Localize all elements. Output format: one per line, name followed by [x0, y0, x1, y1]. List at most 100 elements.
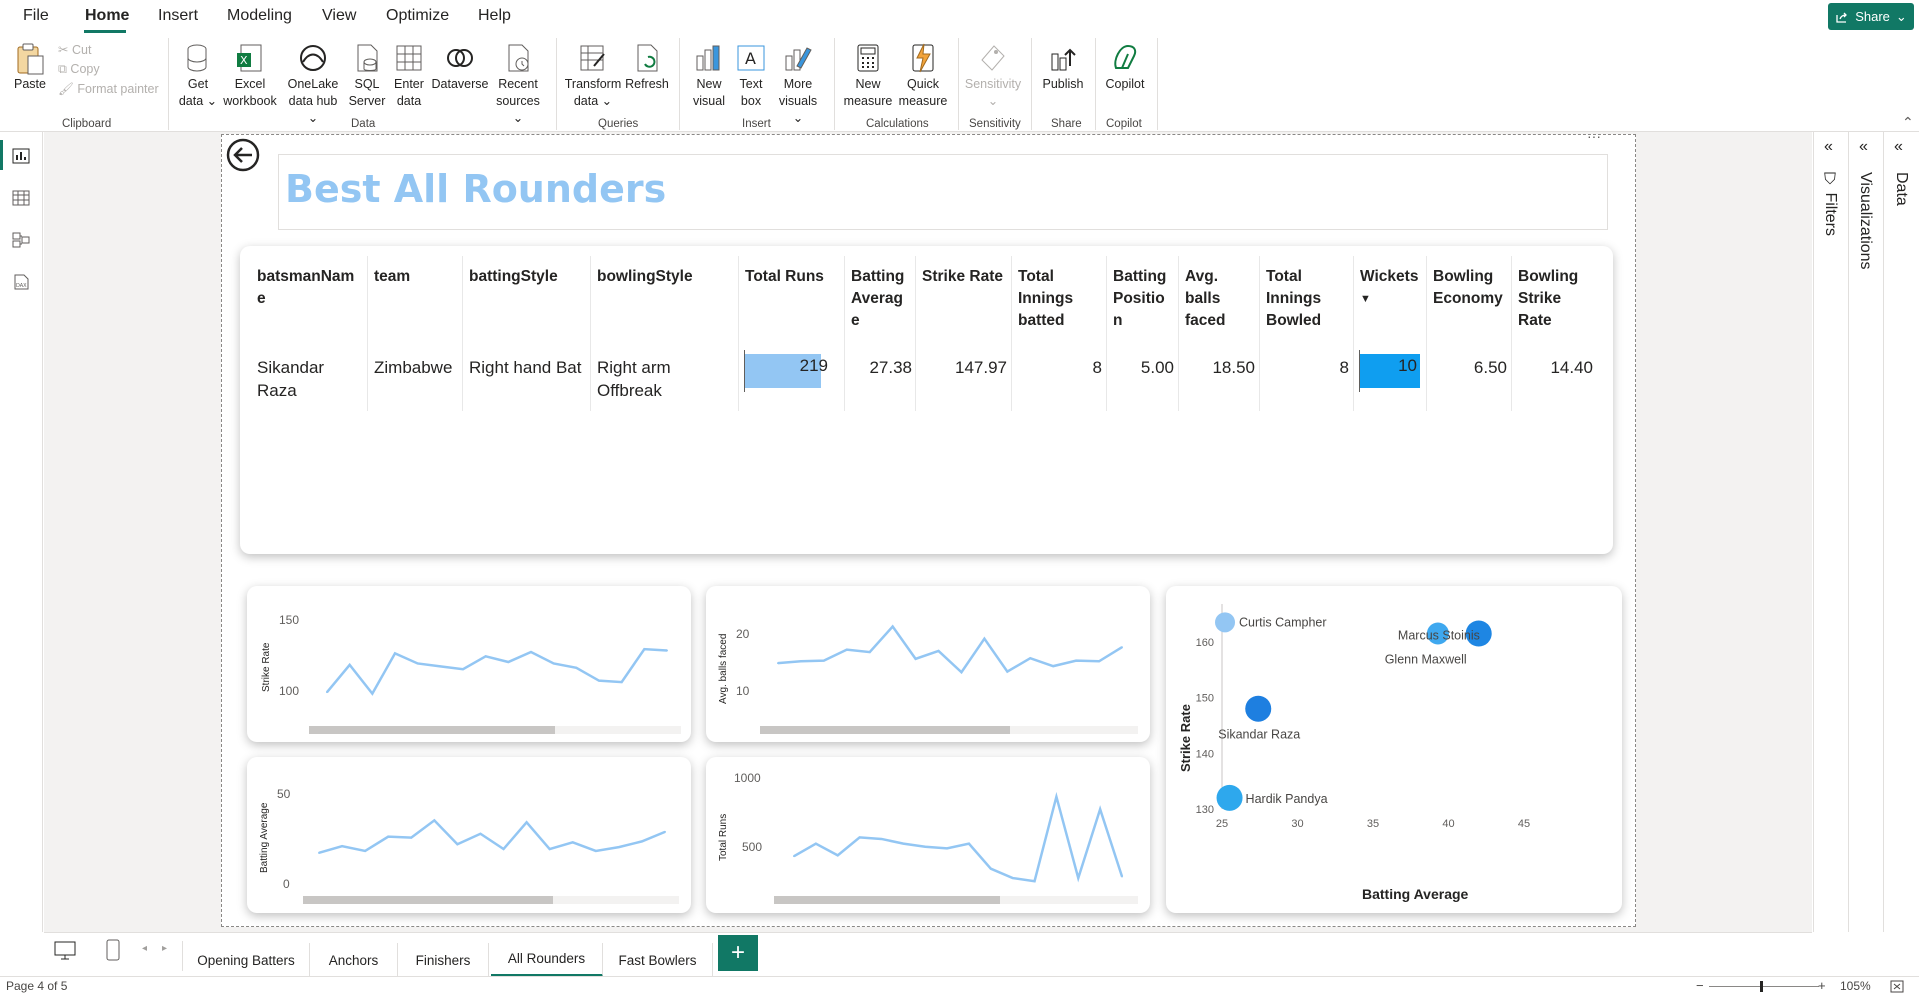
menu-modeling[interactable]: Modeling: [227, 7, 292, 24]
data-point[interactable]: [1055, 795, 1058, 798]
expand-visualizations-icon[interactable]: «: [1859, 138, 1868, 155]
scatter-point[interactable]: [1426, 622, 1449, 645]
data-point[interactable]: [836, 854, 839, 857]
model-view-icon[interactable]: [12, 232, 30, 248]
data-point[interactable]: [643, 648, 646, 651]
header-battingstyle[interactable]: battingStyle: [469, 268, 558, 285]
copy-button[interactable]: ⧉ Copy: [58, 62, 100, 76]
data-point[interactable]: [664, 830, 666, 833]
desktop-layout-icon[interactable]: [54, 941, 76, 961]
tab-anchors[interactable]: Anchors: [310, 943, 398, 977]
title-textbox[interactable]: Best All Rounders: [278, 154, 1608, 230]
data-point[interactable]: [891, 625, 894, 628]
data-point[interactable]: [548, 848, 551, 851]
data-point[interactable]: [1033, 880, 1036, 883]
menu-help[interactable]: Help: [478, 7, 511, 24]
data-point[interactable]: [371, 692, 374, 695]
zoom-in-icon[interactable]: +: [1818, 978, 1826, 993]
data-point[interactable]: [416, 662, 419, 665]
menu-file[interactable]: File: [23, 7, 49, 24]
data-point[interactable]: [525, 821, 528, 824]
header-team[interactable]: team: [374, 268, 411, 285]
scatter-point[interactable]: [1245, 695, 1272, 722]
publish-button[interactable]: Publish: [1038, 42, 1088, 93]
header-bowling-strike-rate[interactable]: Bowling Strike Rate: [1518, 268, 1579, 329]
header-bowlingstyle[interactable]: bowlingStyle: [597, 268, 693, 285]
data-point[interactable]: [598, 679, 600, 682]
avg-balls-faced-line-chart[interactable]: Avg. balls faced 20 10: [706, 586, 1150, 742]
header-strike-rate[interactable]: Strike Rate: [922, 268, 1003, 285]
scatter-point[interactable]: [1215, 612, 1236, 633]
refresh-button[interactable]: Refresh: [624, 42, 670, 93]
zoom-slider-thumb[interactable]: [1760, 981, 1763, 992]
header-avg-balls-faced[interactable]: Avg. balls faced: [1185, 268, 1226, 329]
data-point[interactable]: [960, 671, 963, 674]
data-point[interactable]: [530, 650, 532, 653]
data-point[interactable]: [868, 651, 871, 654]
dataverse-button[interactable]: Dataverse: [430, 42, 490, 93]
data-point[interactable]: [1052, 665, 1055, 668]
data-point[interactable]: [617, 846, 620, 849]
scatter-point[interactable]: [1216, 784, 1243, 811]
cut-button[interactable]: ✂ Cut: [58, 43, 92, 57]
scrollbar-thumb[interactable]: [760, 726, 1010, 734]
menu-home[interactable]: Home: [85, 7, 130, 24]
data-point[interactable]: [924, 845, 927, 848]
data-point[interactable]: [914, 657, 917, 660]
onelake-data-hub-button[interactable]: OneLake data hub ⌄: [282, 42, 344, 127]
data-point[interactable]: [620, 681, 623, 684]
tab-all-rounders[interactable]: All Rounders: [491, 943, 603, 977]
share-button[interactable]: Share ⌄: [1828, 3, 1914, 30]
new-measure-button[interactable]: New measure: [842, 42, 894, 110]
data-point[interactable]: [1098, 660, 1101, 663]
data-point[interactable]: [1077, 877, 1080, 880]
data-point[interactable]: [1121, 875, 1123, 878]
quick-measure-button[interactable]: Quick measure: [896, 42, 950, 110]
total-runs-line-chart[interactable]: Total Runs 1000 500: [706, 757, 1150, 913]
data-point[interactable]: [799, 660, 802, 663]
data-point[interactable]: [318, 851, 320, 854]
table-view-icon[interactable]: [12, 190, 30, 206]
report-view-icon[interactable]: [12, 148, 30, 164]
paste-button[interactable]: Paste: [12, 42, 48, 93]
data-point[interactable]: [793, 855, 795, 858]
header-total-innings-batted[interactable]: Total Innings batted: [1018, 268, 1074, 329]
data-point[interactable]: [845, 648, 848, 651]
filters-pane[interactable]: « ⛉ Filters: [1813, 132, 1848, 932]
data-point[interactable]: [410, 836, 413, 839]
batting-average-line-chart[interactable]: Batting Average 50 0: [247, 757, 691, 913]
data-point[interactable]: [777, 662, 779, 665]
data-point[interactable]: [1006, 670, 1009, 673]
scatter-point[interactable]: [1465, 620, 1492, 647]
data-point[interactable]: [594, 849, 597, 852]
data-point[interactable]: [880, 837, 883, 840]
scrollbar-thumb[interactable]: [309, 726, 555, 734]
more-options-icon[interactable]: ···: [1587, 128, 1601, 144]
copilot-button[interactable]: Copilot: [1100, 42, 1150, 93]
data-point[interactable]: [394, 652, 396, 655]
tab-finishers[interactable]: Finishers: [398, 943, 489, 977]
text-box-button[interactable]: A Text box: [732, 42, 770, 110]
data-point[interactable]: [1029, 657, 1032, 660]
back-arrow-icon[interactable]: [225, 137, 261, 173]
add-page-button[interactable]: +: [718, 935, 758, 971]
data-point[interactable]: [983, 637, 986, 640]
mobile-layout-icon[interactable]: [106, 939, 120, 961]
tab-scroll-right-icon[interactable]: ▸: [162, 943, 168, 954]
sensitivity-button[interactable]: Sensitivity ⌄: [962, 42, 1024, 110]
data-point[interactable]: [484, 655, 487, 658]
recent-sources-button[interactable]: Recent sources ⌄: [492, 42, 544, 127]
data-point[interactable]: [858, 836, 861, 839]
header-batsmanname[interactable]: batsmanNam e: [257, 268, 355, 307]
data-point[interactable]: [571, 841, 574, 844]
data-point[interactable]: [937, 649, 940, 652]
header-batting-average[interactable]: Batting Averag e: [851, 268, 905, 329]
format-painter-button[interactable]: 🖌 Format painter: [58, 82, 159, 96]
zoom-out-icon[interactable]: −: [1696, 978, 1704, 993]
dax-query-view-icon[interactable]: DAX: [12, 274, 30, 290]
data-point[interactable]: [902, 842, 905, 845]
data-point[interactable]: [666, 649, 668, 652]
data-point[interactable]: [946, 847, 949, 850]
scatter-chart[interactable]: Strike Rate Batting Average 130 140 150 160…: [1166, 586, 1622, 913]
data-point[interactable]: [1075, 659, 1078, 662]
